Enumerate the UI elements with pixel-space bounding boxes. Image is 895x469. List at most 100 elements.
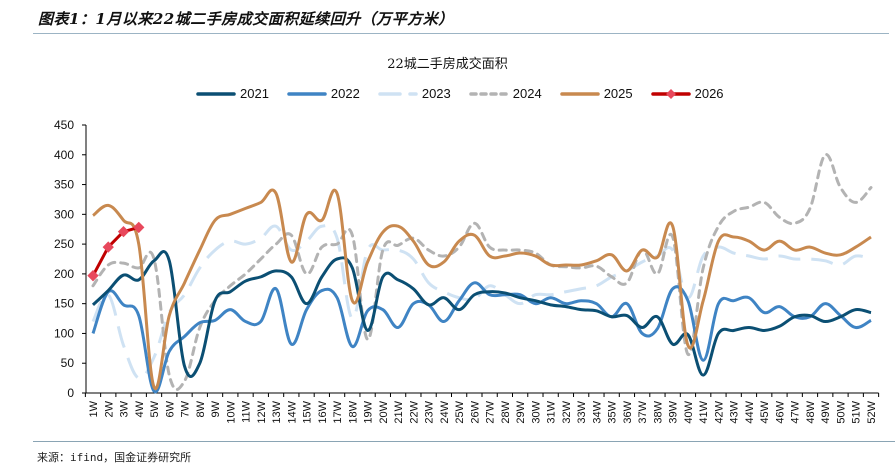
x-tick-label: 23W bbox=[424, 400, 436, 423]
chart-axes: 0 50 100 150 200 250 300 350 400 450 1W 2W 3W 4W 5W 6W 7… bbox=[54, 118, 880, 424]
x-tick-label: 12W bbox=[256, 400, 268, 423]
x-tick-label: 7W bbox=[180, 400, 192, 417]
legend-label-2025: 2025 bbox=[603, 86, 633, 101]
x-tick-label: 25W bbox=[454, 400, 466, 423]
legend-label-2026: 2026 bbox=[694, 86, 724, 101]
series-2024 bbox=[91, 153, 873, 392]
x-tick-label: 32W bbox=[561, 400, 573, 423]
x-tick-label: 22W bbox=[408, 400, 420, 423]
legend-swatch-2022 bbox=[287, 91, 327, 96]
legend-swatch-2024 bbox=[469, 91, 509, 96]
legend-swatch-2023 bbox=[378, 91, 418, 96]
legend-swatch-2025 bbox=[559, 91, 600, 96]
y-tick-label: 400 bbox=[54, 148, 74, 162]
x-tick-label: 3W bbox=[119, 400, 131, 417]
y-tick-label: 250 bbox=[54, 237, 74, 251]
x-tick-label: 15W bbox=[302, 400, 314, 423]
x-tick-label: 47W bbox=[790, 400, 802, 423]
series-2022 bbox=[91, 281, 872, 394]
x-tick-label: 19W bbox=[363, 400, 375, 423]
series-line-2026 bbox=[91, 225, 140, 277]
x-tick-label: 17W bbox=[332, 400, 344, 423]
x-tick-label: 34W bbox=[591, 400, 603, 423]
legend-swatch-2021 bbox=[196, 91, 236, 96]
x-tick-label: 9W bbox=[210, 400, 222, 417]
title-divider bbox=[33, 33, 889, 34]
x-tick-label: 13W bbox=[271, 400, 283, 423]
legend-label-2024: 2024 bbox=[512, 86, 542, 101]
x-tick-label: 2W bbox=[103, 400, 115, 417]
x-tick-label: 37W bbox=[637, 400, 649, 423]
y-tick-label: 50 bbox=[61, 356, 75, 370]
y-tick-label: 450 bbox=[54, 118, 74, 132]
y-tick-label: 300 bbox=[54, 207, 74, 221]
x-tick-label: 45W bbox=[759, 400, 771, 423]
x-tick-label: 14W bbox=[286, 400, 298, 423]
source-note: 来源：ifind，国金证券研究所 bbox=[37, 451, 192, 464]
x-tick-label: 44W bbox=[744, 400, 756, 423]
x-tick-label: 8W bbox=[195, 400, 207, 417]
x-tick-label: 26W bbox=[469, 400, 481, 423]
series-2025 bbox=[92, 188, 872, 391]
legend-item-2023: 2023 bbox=[378, 86, 451, 101]
legend-label-2022: 2022 bbox=[330, 86, 360, 101]
x-tick-label: 20W bbox=[378, 400, 390, 423]
x-tick-label: 46W bbox=[774, 400, 786, 423]
x-tick-label: 10W bbox=[225, 400, 237, 423]
y-tick-label: 150 bbox=[54, 297, 74, 311]
x-tick-label: 16W bbox=[317, 400, 329, 423]
legend-item-2024: 2024 bbox=[469, 86, 542, 101]
x-tick-label: 31W bbox=[546, 400, 558, 423]
y-tick-label: 100 bbox=[54, 326, 74, 340]
x-tick-label: 30W bbox=[530, 400, 542, 423]
x-tick-label: 11W bbox=[241, 400, 253, 422]
x-tick-label: 6W bbox=[164, 400, 176, 417]
chart-title: 22城二手房成交面积 bbox=[387, 57, 508, 72]
x-tick-label: 4W bbox=[134, 400, 146, 417]
x-tick-label: 35W bbox=[607, 400, 619, 423]
legend-item-2021: 2021 bbox=[196, 86, 269, 101]
x-tick-label: 33W bbox=[576, 400, 588, 423]
y-tick-label: 0 bbox=[67, 386, 74, 400]
legend-label-2021: 2021 bbox=[240, 86, 269, 101]
x-tick-label: 28W bbox=[500, 400, 512, 423]
figure-title: 图表1：1月以来22城二手房成交面积延续回升（万平方米） bbox=[38, 10, 454, 28]
x-tick-label: 43W bbox=[729, 400, 741, 423]
x-tick-label: 1W bbox=[88, 400, 100, 417]
legend-item-2022: 2022 bbox=[287, 86, 360, 101]
series-line-2021 bbox=[91, 250, 872, 378]
series-line-2023 bbox=[91, 223, 872, 380]
x-tick-label: 38W bbox=[652, 400, 664, 423]
series-2023 bbox=[91, 223, 872, 380]
x-tick-label: 36W bbox=[622, 400, 634, 423]
series-line-2024 bbox=[91, 153, 873, 392]
x-tick-label: 27W bbox=[485, 400, 497, 423]
x-tick-label: 18W bbox=[347, 400, 359, 423]
x-tick-label: 39W bbox=[668, 400, 680, 423]
footer-divider bbox=[33, 441, 895, 442]
x-tick-label: 42W bbox=[713, 400, 725, 423]
data-point-2026-4W bbox=[133, 221, 145, 234]
series-layer bbox=[87, 153, 873, 394]
y-tick-label: 200 bbox=[54, 267, 74, 281]
x-tick-label: 48W bbox=[805, 400, 817, 423]
x-tick-label: 49W bbox=[820, 400, 832, 423]
x-tick-label: 24W bbox=[439, 400, 451, 423]
x-tick-label: 52W bbox=[866, 400, 878, 423]
y-tick-label: 350 bbox=[54, 178, 74, 192]
x-tick-label: 41W bbox=[698, 400, 710, 423]
x-tick-label: 29W bbox=[515, 400, 527, 423]
series-2021 bbox=[91, 250, 872, 378]
x-tick-label: 51W bbox=[851, 400, 863, 423]
series-line-2025 bbox=[92, 188, 872, 391]
x-tick-label: 50W bbox=[835, 400, 847, 423]
x-tick-label: 40W bbox=[683, 400, 695, 423]
legend-label-2023: 2023 bbox=[421, 86, 451, 101]
legend-item-2026: 2026 bbox=[650, 86, 724, 101]
chart-legend: 2021 2022 2023 2024 2025 2026 bbox=[196, 86, 742, 101]
x-tick-label: 21W bbox=[393, 400, 405, 423]
x-tick-label: 5W bbox=[149, 400, 161, 417]
legend-item-2025: 2025 bbox=[559, 86, 633, 101]
series-line-2022 bbox=[91, 281, 872, 394]
